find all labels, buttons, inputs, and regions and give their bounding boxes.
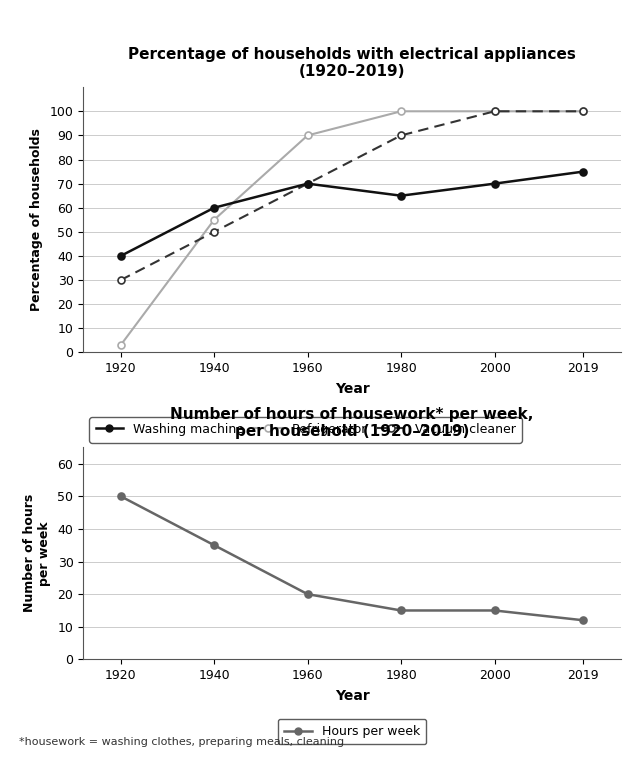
X-axis label: Year: Year	[335, 689, 369, 703]
Legend: Washing machine, Refrigerator, Vacuum cleaner: Washing machine, Refrigerator, Vacuum cl…	[90, 417, 522, 443]
Title: Number of hours of housework* per week,
per household (1920–2019): Number of hours of housework* per week, …	[170, 407, 534, 439]
Title: Percentage of households with electrical appliances
(1920–2019): Percentage of households with electrical…	[128, 47, 576, 79]
Legend: Hours per week: Hours per week	[278, 719, 426, 744]
Text: *housework = washing clothes, preparing meals, cleaning: *housework = washing clothes, preparing …	[19, 737, 344, 747]
X-axis label: Year: Year	[335, 382, 369, 396]
Y-axis label: Percentage of households: Percentage of households	[29, 128, 43, 312]
Y-axis label: Number of hours
per week: Number of hours per week	[22, 494, 51, 612]
